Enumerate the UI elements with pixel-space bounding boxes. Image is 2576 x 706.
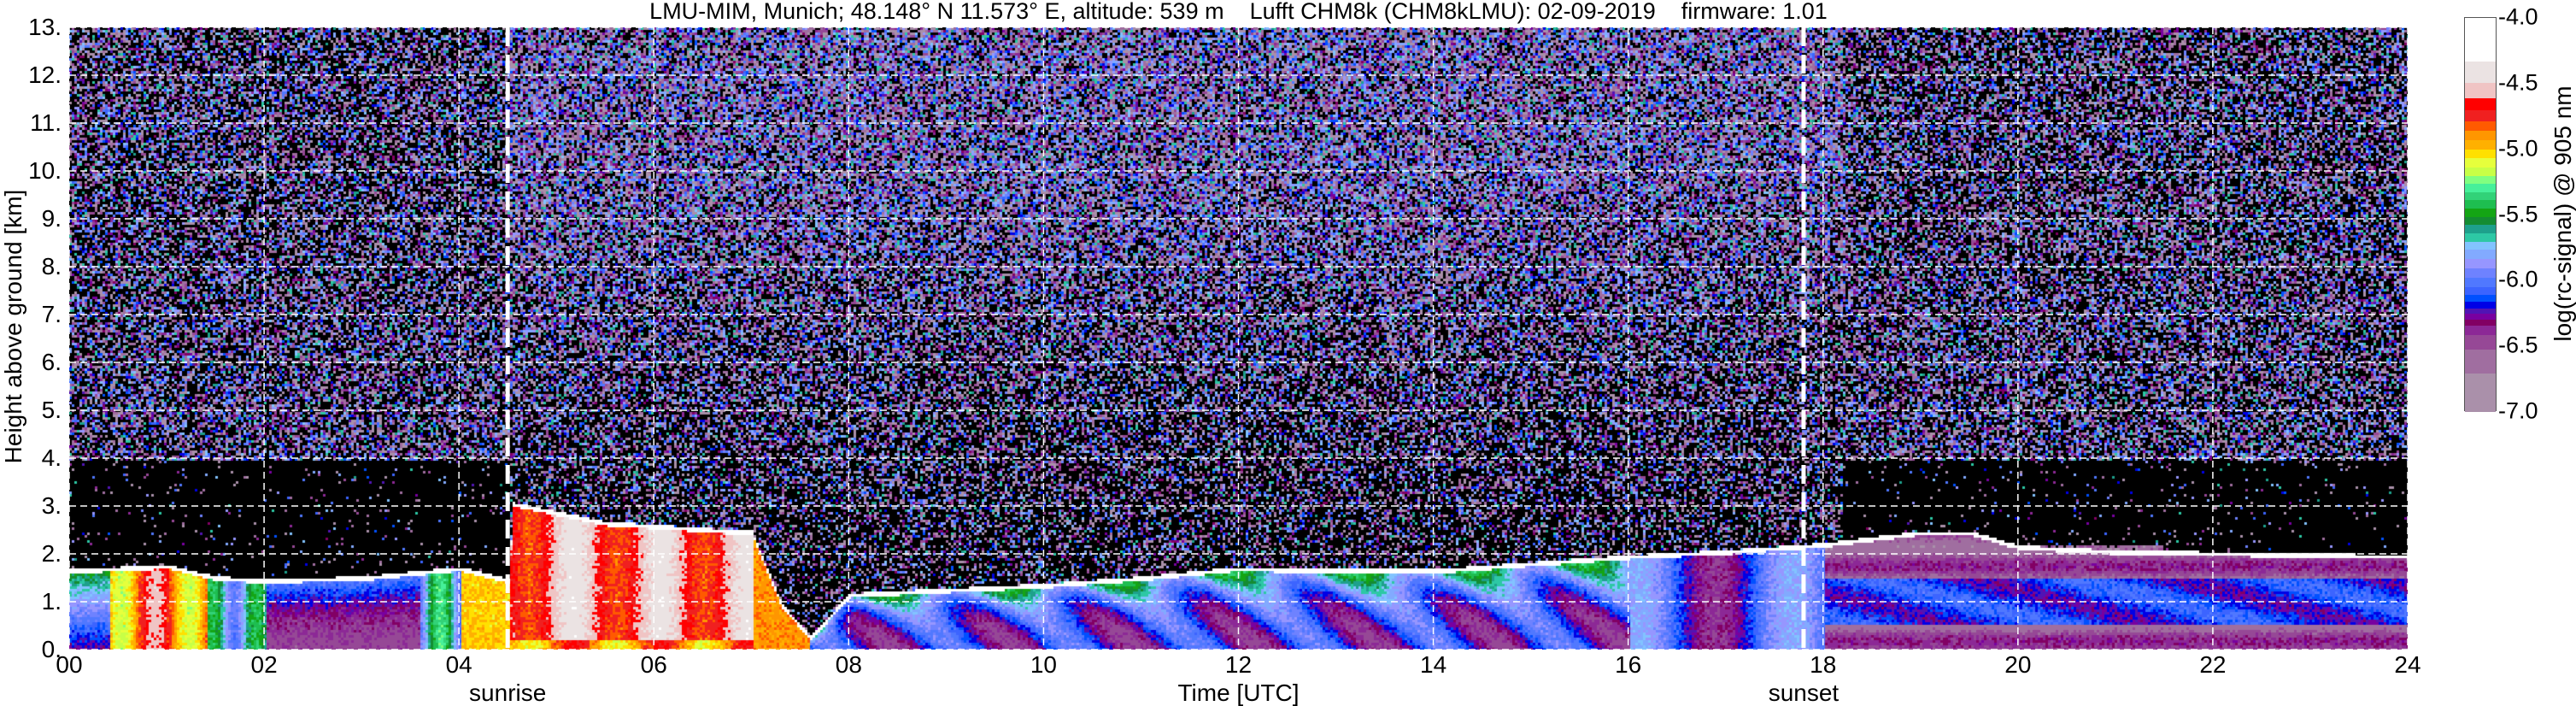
- colorbar-segment: [2465, 250, 2496, 260]
- colorbar-tick-label: -5.5: [2498, 201, 2538, 227]
- y-axis-label: Height above ground [km]: [0, 189, 26, 464]
- x-tick-label: 24: [2394, 651, 2421, 678]
- colorbar-segment: [2465, 158, 2496, 168]
- colorbar-segment: [2465, 302, 2496, 309]
- colorbar-segment: [2465, 216, 2496, 226]
- x-tick-label: 20: [2004, 651, 2032, 678]
- colorbar-tick-label: -7.0: [2498, 397, 2538, 424]
- x-tick-label: 10: [1030, 651, 1057, 678]
- colorbar-segment: [2465, 192, 2496, 201]
- colorbar-segment: [2465, 184, 2496, 193]
- y-tick-label: 9.: [41, 205, 62, 232]
- x-tick-label: 22: [2199, 651, 2227, 678]
- x-tick-label: 08: [835, 651, 862, 678]
- y-tick-label: 4.: [41, 444, 62, 471]
- colorbar-tick-label: -5.0: [2498, 135, 2538, 162]
- colorbar-tick-label: -4.5: [2498, 69, 2538, 96]
- colorbar-segment: [2465, 62, 2496, 84]
- x-tick-label: 16: [1615, 651, 1642, 678]
- chart-title: LMU-MIM, Munich; 48.148° N 11.573° E, al…: [649, 0, 1828, 24]
- colorbar-segment: [2465, 225, 2496, 234]
- colorbar-segment: [2465, 109, 2496, 122]
- y-tick-label: 8.: [41, 253, 62, 279]
- y-tick-label: 0.: [41, 636, 62, 662]
- x-tick-label: 12: [1224, 651, 1253, 678]
- colorbar-segment: [2465, 374, 2496, 413]
- colorbar-tick-label: -6.5: [2498, 332, 2538, 358]
- colorbar-segment: [2465, 295, 2496, 303]
- x-tick-label: 00: [56, 651, 83, 678]
- y-tick-label: 1.: [41, 588, 62, 615]
- colorbar-segment: [2465, 268, 2496, 279]
- colorbar-segment: [2465, 176, 2496, 185]
- y-tick-label: 6.: [41, 349, 62, 375]
- colorbar-segment: [2465, 139, 2496, 150]
- y-tick-label: 5.: [41, 397, 62, 423]
- y-tick-label: 7.: [41, 301, 62, 327]
- colorbar-label: log(rc-signal) @ 905 nm: [2550, 85, 2576, 342]
- colorbar-tick-label: -4.0: [2498, 3, 2538, 30]
- colorbar-segment: [2465, 82, 2496, 99]
- colorbar-segment: [2465, 18, 2496, 62]
- colorbar-segment: [2465, 121, 2496, 132]
- colorbar-segment: [2465, 209, 2496, 218]
- y-tick-label: 13.: [28, 14, 62, 40]
- y-tick-label: 10.: [28, 157, 62, 184]
- colorbar-segment: [2465, 309, 2496, 315]
- colorbar-tick-label: -6.0: [2498, 266, 2538, 292]
- sunset-label: sunset: [1768, 680, 1840, 706]
- x-tick-label: 18: [1810, 651, 1837, 678]
- x-tick-label: 06: [640, 651, 667, 678]
- colorbar-segment: [2465, 149, 2496, 159]
- colorbar-segment: [2465, 286, 2496, 296]
- grid-overlay: [68, 26, 2409, 650]
- colorbar-segment: [2465, 258, 2496, 269]
- x-tick-label: 04: [445, 651, 472, 678]
- colorbar-segment: [2465, 232, 2496, 243]
- x-axis-label: Time [UTC]: [1177, 680, 1300, 706]
- colorbar: [2464, 17, 2497, 413]
- colorbar-segment: [2465, 349, 2496, 374]
- colorbar-segment: [2465, 334, 2496, 350]
- colorbar-segment: [2465, 241, 2496, 250]
- colorbar-segment: [2465, 319, 2496, 327]
- y-tick-label: 12.: [28, 62, 62, 88]
- sunrise-label: sunrise: [469, 680, 547, 706]
- colorbar-segment: [2465, 314, 2496, 321]
- plot-area: [68, 26, 2409, 650]
- colorbar-segment: [2465, 277, 2496, 288]
- colorbar-segment: [2465, 98, 2496, 111]
- x-tick-label: 02: [250, 651, 278, 678]
- y-tick-label: 3.: [41, 492, 62, 519]
- colorbar-segment: [2465, 131, 2496, 141]
- colorbar-segment: [2465, 326, 2496, 336]
- colorbar-segment: [2465, 167, 2496, 177]
- y-tick-label: 11.: [30, 109, 62, 136]
- colorbar-segment: [2465, 200, 2496, 209]
- x-tick-label: 14: [1420, 651, 1447, 678]
- y-tick-label: 2.: [41, 540, 62, 567]
